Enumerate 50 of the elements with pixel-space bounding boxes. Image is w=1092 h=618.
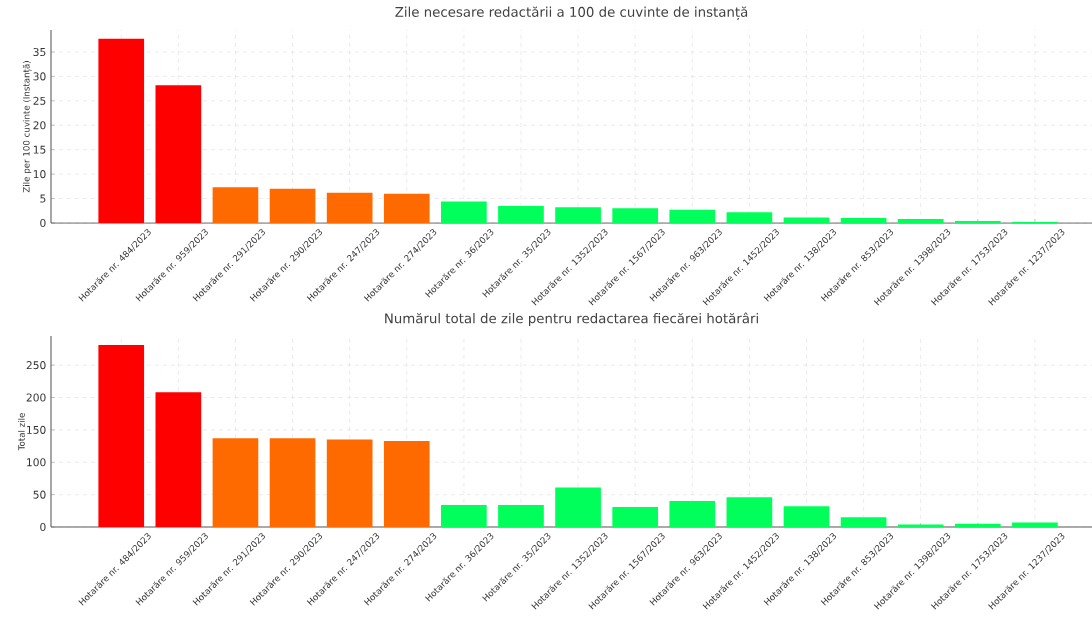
bar: [1012, 522, 1058, 527]
chart-title: Numărul total de zile pentru redactarea fiecărei hotărâri: [385, 312, 758, 326]
y-tick-label: 200: [26, 393, 46, 402]
y-axis-title: Zile per 100 cuvinte (Instanță): [22, 61, 32, 193]
bar: [897, 219, 944, 223]
y-tick-label: 250: [26, 361, 46, 370]
y-tick-label: 5: [40, 194, 46, 203]
y-tick-label: 20: [33, 121, 46, 130]
bar: [669, 209, 716, 223]
bar: [954, 523, 1001, 527]
bar: [155, 392, 202, 527]
y-tick-label: 35: [33, 47, 46, 57]
y-tick-label: 0: [40, 522, 46, 532]
bar: [783, 506, 830, 527]
bar: [840, 517, 887, 527]
bar: [726, 212, 773, 223]
y-axis-title: Total zile: [18, 413, 25, 451]
y-tick-label: 10: [33, 170, 46, 179]
bar: [98, 345, 145, 527]
y-tick-label: 150: [27, 425, 46, 434]
bar: [669, 501, 716, 527]
y-tick-label: 25: [33, 96, 46, 105]
bar: [555, 487, 601, 527]
bar: [498, 205, 544, 223]
bar: [383, 440, 430, 527]
bar: [269, 438, 316, 527]
bar: [269, 188, 316, 223]
y-tick-label: 100: [27, 458, 46, 467]
y-tick-label: 30: [33, 72, 46, 81]
bar: [326, 192, 373, 223]
bar: [612, 208, 659, 223]
bar: [726, 497, 773, 527]
bar: [441, 504, 487, 527]
bar: [212, 438, 259, 527]
chart-title: Zile necesare redactării a 100 de cuvinte de instanță: [395, 6, 748, 20]
bar: [155, 85, 202, 223]
bar: [98, 38, 145, 223]
y-tick-label: 0: [40, 218, 46, 228]
bar: [897, 524, 944, 527]
bar: [612, 506, 659, 527]
bar: [383, 193, 430, 223]
bar: [212, 187, 259, 223]
bar: [840, 218, 887, 223]
bar: [441, 201, 487, 223]
bar: [498, 504, 544, 527]
y-tick-label: 50: [33, 490, 46, 499]
y-tick-label: 15: [33, 145, 46, 154]
bar: [783, 217, 830, 223]
bar: [326, 439, 373, 527]
bar: [555, 207, 601, 223]
